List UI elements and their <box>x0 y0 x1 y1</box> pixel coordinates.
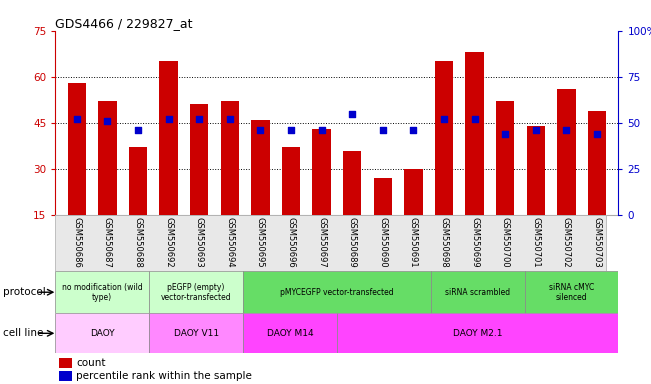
Text: GSM550701: GSM550701 <box>531 217 540 267</box>
Bar <box>251 120 270 261</box>
Bar <box>282 147 300 261</box>
Bar <box>149 313 243 353</box>
Point <box>72 116 82 122</box>
Bar <box>496 101 514 261</box>
Text: GSM550694: GSM550694 <box>225 217 234 267</box>
Bar <box>431 271 525 313</box>
Point <box>286 127 296 133</box>
Text: GSM550687: GSM550687 <box>103 217 112 268</box>
Bar <box>55 271 149 313</box>
Point <box>102 118 113 124</box>
Bar <box>149 271 243 313</box>
Bar <box>59 371 72 381</box>
Text: GSM550700: GSM550700 <box>501 217 510 267</box>
Text: pMYCEGFP vector-transfected: pMYCEGFP vector-transfected <box>280 288 394 297</box>
Text: pEGFP (empty)
vector-transfected: pEGFP (empty) vector-transfected <box>161 283 231 302</box>
Text: GSM550703: GSM550703 <box>592 217 602 268</box>
Bar <box>527 126 545 261</box>
Point <box>194 116 204 122</box>
Text: GDS4466 / 229827_at: GDS4466 / 229827_at <box>55 17 193 30</box>
Text: siRNA cMYC
silenced: siRNA cMYC silenced <box>549 283 594 302</box>
Text: GSM550699: GSM550699 <box>470 217 479 267</box>
Bar <box>374 178 392 261</box>
Text: GSM550696: GSM550696 <box>286 217 296 268</box>
Text: percentile rank within the sample: percentile rank within the sample <box>77 371 253 381</box>
Bar <box>129 147 147 261</box>
Bar <box>337 313 618 353</box>
Bar <box>435 61 453 261</box>
Bar <box>68 83 86 261</box>
Text: GSM550688: GSM550688 <box>133 217 143 268</box>
Bar <box>221 101 239 261</box>
Text: protocol: protocol <box>3 287 46 297</box>
Text: GSM550698: GSM550698 <box>439 217 449 268</box>
Text: DAOY M2.1: DAOY M2.1 <box>453 329 503 338</box>
Text: GSM550689: GSM550689 <box>348 217 357 268</box>
Bar <box>404 169 422 261</box>
Bar <box>159 61 178 261</box>
Text: GSM550697: GSM550697 <box>317 217 326 268</box>
Point <box>163 116 174 122</box>
Text: DAOY M14: DAOY M14 <box>267 329 313 338</box>
Point <box>531 127 541 133</box>
Bar <box>55 313 149 353</box>
Bar <box>588 111 606 261</box>
Point <box>561 127 572 133</box>
Text: GSM550702: GSM550702 <box>562 217 571 267</box>
Point <box>347 111 357 117</box>
Bar <box>312 129 331 261</box>
Point <box>378 127 388 133</box>
Text: GSM550692: GSM550692 <box>164 217 173 267</box>
Bar <box>343 151 361 261</box>
Text: GSM550693: GSM550693 <box>195 217 204 268</box>
Bar <box>243 313 337 353</box>
Text: no modification (wild
type): no modification (wild type) <box>62 283 143 302</box>
Text: GSM550686: GSM550686 <box>72 217 81 268</box>
Text: siRNA scrambled: siRNA scrambled <box>445 288 510 297</box>
Bar <box>190 104 208 261</box>
Text: cell line: cell line <box>3 328 44 338</box>
Text: count: count <box>77 358 106 368</box>
Point <box>592 131 602 137</box>
Point <box>439 116 449 122</box>
Bar <box>525 271 618 313</box>
Point <box>133 127 143 133</box>
Text: DAOY: DAOY <box>90 329 115 338</box>
Point <box>500 131 510 137</box>
Bar <box>98 101 117 261</box>
Point <box>469 116 480 122</box>
Text: DAOY V11: DAOY V11 <box>174 329 219 338</box>
Bar <box>557 89 575 261</box>
Point <box>316 127 327 133</box>
Point <box>408 127 419 133</box>
Point <box>225 116 235 122</box>
Bar <box>243 271 431 313</box>
Bar <box>465 52 484 261</box>
Text: GSM550690: GSM550690 <box>378 217 387 267</box>
Text: GSM550695: GSM550695 <box>256 217 265 267</box>
Point <box>255 127 266 133</box>
Text: GSM550691: GSM550691 <box>409 217 418 267</box>
Bar <box>59 358 72 368</box>
